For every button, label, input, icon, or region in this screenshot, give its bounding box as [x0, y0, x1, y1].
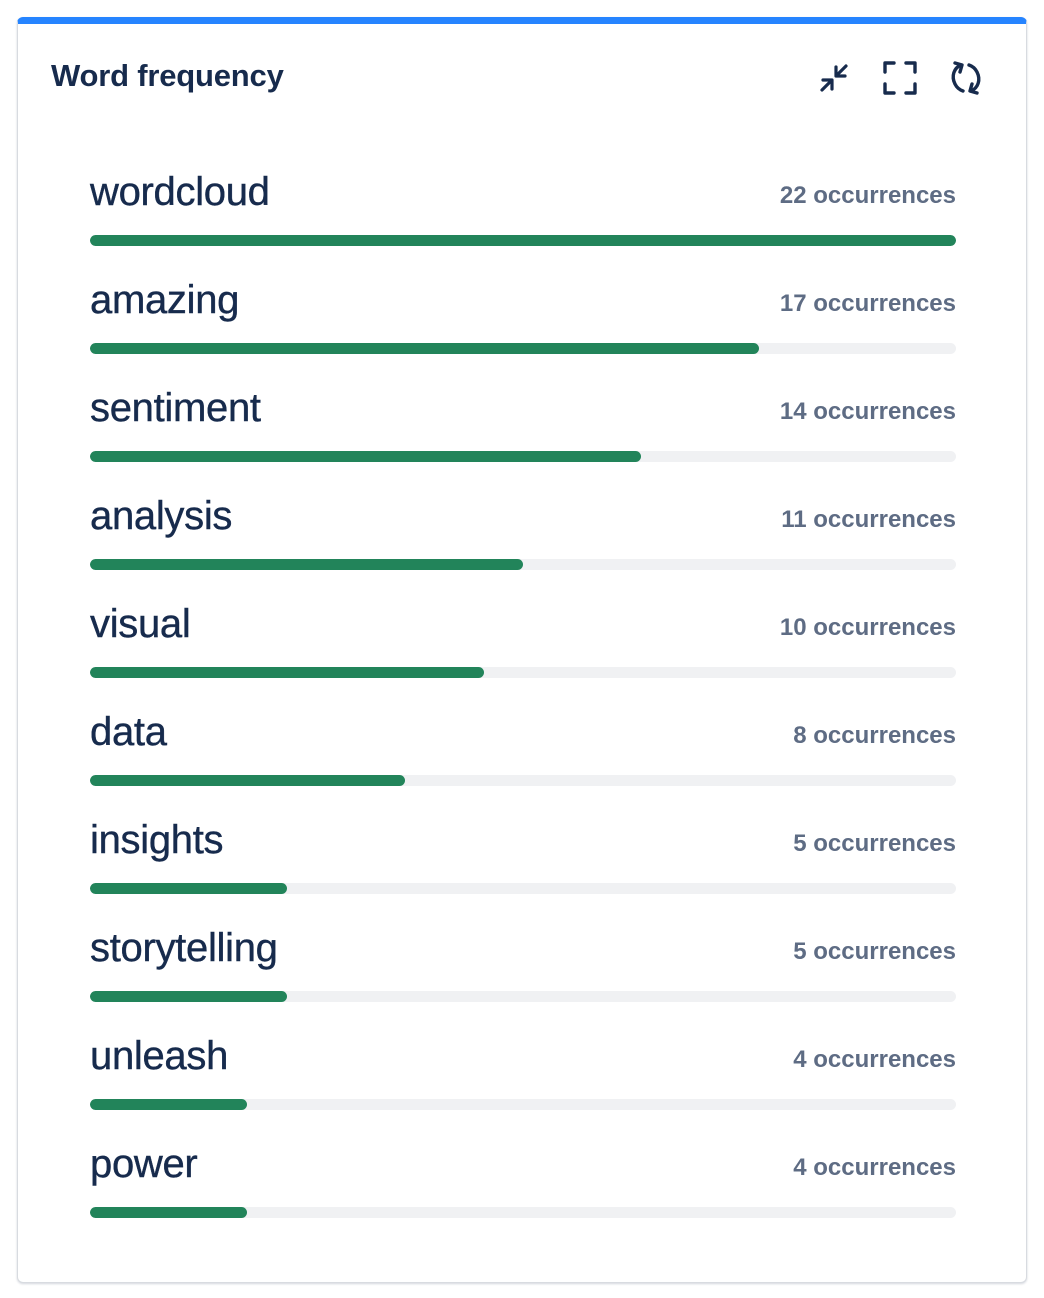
frequency-bar-fill [90, 1099, 248, 1110]
occurrence-count: 4 occurrences [793, 1154, 956, 1181]
occurrence-count: 5 occurrences [793, 830, 956, 857]
frequency-bar-fill [90, 559, 523, 570]
frequency-bar-track [90, 343, 956, 354]
word-frequency-list: wordcloud 22 occurrences amazing 17 occurre… [90, 164, 956, 1244]
collapse-button[interactable] [814, 58, 854, 98]
frequency-bar-fill [90, 775, 405, 786]
word-row-storytelling: storytelling 5 occurrences [90, 920, 956, 1028]
frequency-bar-fill [90, 343, 760, 354]
frequency-bar-fill [90, 991, 287, 1002]
frequency-bar-track [90, 451, 956, 462]
frequency-bar-track [90, 559, 956, 570]
word-label: wordcloud [90, 170, 270, 214]
collapse-arrows-icon [820, 64, 848, 92]
card-toolbar [814, 58, 986, 98]
word-label: power [90, 1142, 198, 1186]
word-row-insights: insights 5 occurrences [90, 812, 956, 920]
occurrence-count: 4 occurrences [793, 1046, 956, 1073]
word-row-unleash: unleash 4 occurrences [90, 1028, 956, 1136]
refresh-icon [951, 61, 981, 95]
frequency-bar-fill [90, 235, 956, 246]
occurrence-count: 8 occurrences [793, 722, 956, 749]
frequency-bar-track [90, 775, 956, 786]
word-row-sentiment: sentiment 14 occurrences [90, 380, 956, 488]
fullscreen-button[interactable] [880, 58, 920, 98]
frequency-bar-track [90, 1207, 956, 1218]
occurrence-count: 22 occurrences [779, 182, 956, 209]
word-row-data: data 8 occurrences [90, 704, 956, 812]
word-label: insights [90, 818, 224, 862]
word-row-analysis: analysis 11 occurrences [90, 488, 956, 596]
word-row-power: power 4 occurrences [90, 1136, 956, 1244]
word-label: sentiment [90, 386, 261, 430]
word-label: unleash [90, 1034, 229, 1078]
word-row-wordcloud: wordcloud 22 occurrences [90, 164, 956, 272]
word-row-amazing: amazing 17 occurrences [90, 272, 956, 380]
word-row-visual: visual 10 occurrences [90, 596, 956, 704]
word-label: storytelling [90, 926, 278, 970]
frequency-bar-fill [90, 883, 287, 894]
word-label: data [90, 710, 167, 754]
frequency-bar-track [90, 1099, 956, 1110]
card-title: Word frequency [51, 58, 284, 93]
occurrence-count: 14 occurrences [779, 398, 956, 425]
frequency-bar-fill [90, 667, 484, 678]
word-frequency-card: Word frequency [17, 17, 1027, 1283]
frequency-bar-track [90, 883, 956, 894]
frequency-bar-track [90, 991, 956, 1002]
frequency-bar-fill [90, 451, 642, 462]
word-label: analysis [90, 494, 233, 538]
frequency-bar-track [90, 235, 956, 246]
card-header: Word frequency [18, 24, 1026, 134]
occurrence-count: 11 occurrences [781, 506, 956, 533]
occurrence-count: 5 occurrences [793, 938, 956, 965]
occurrence-count: 17 occurrences [779, 290, 956, 317]
word-label: visual [90, 602, 191, 646]
refresh-button[interactable] [946, 58, 986, 98]
word-label: amazing [90, 278, 240, 322]
fullscreen-icon [883, 61, 917, 95]
occurrence-count: 10 occurrences [779, 614, 956, 641]
frequency-bar-fill [90, 1207, 248, 1218]
frequency-bar-track [90, 667, 956, 678]
